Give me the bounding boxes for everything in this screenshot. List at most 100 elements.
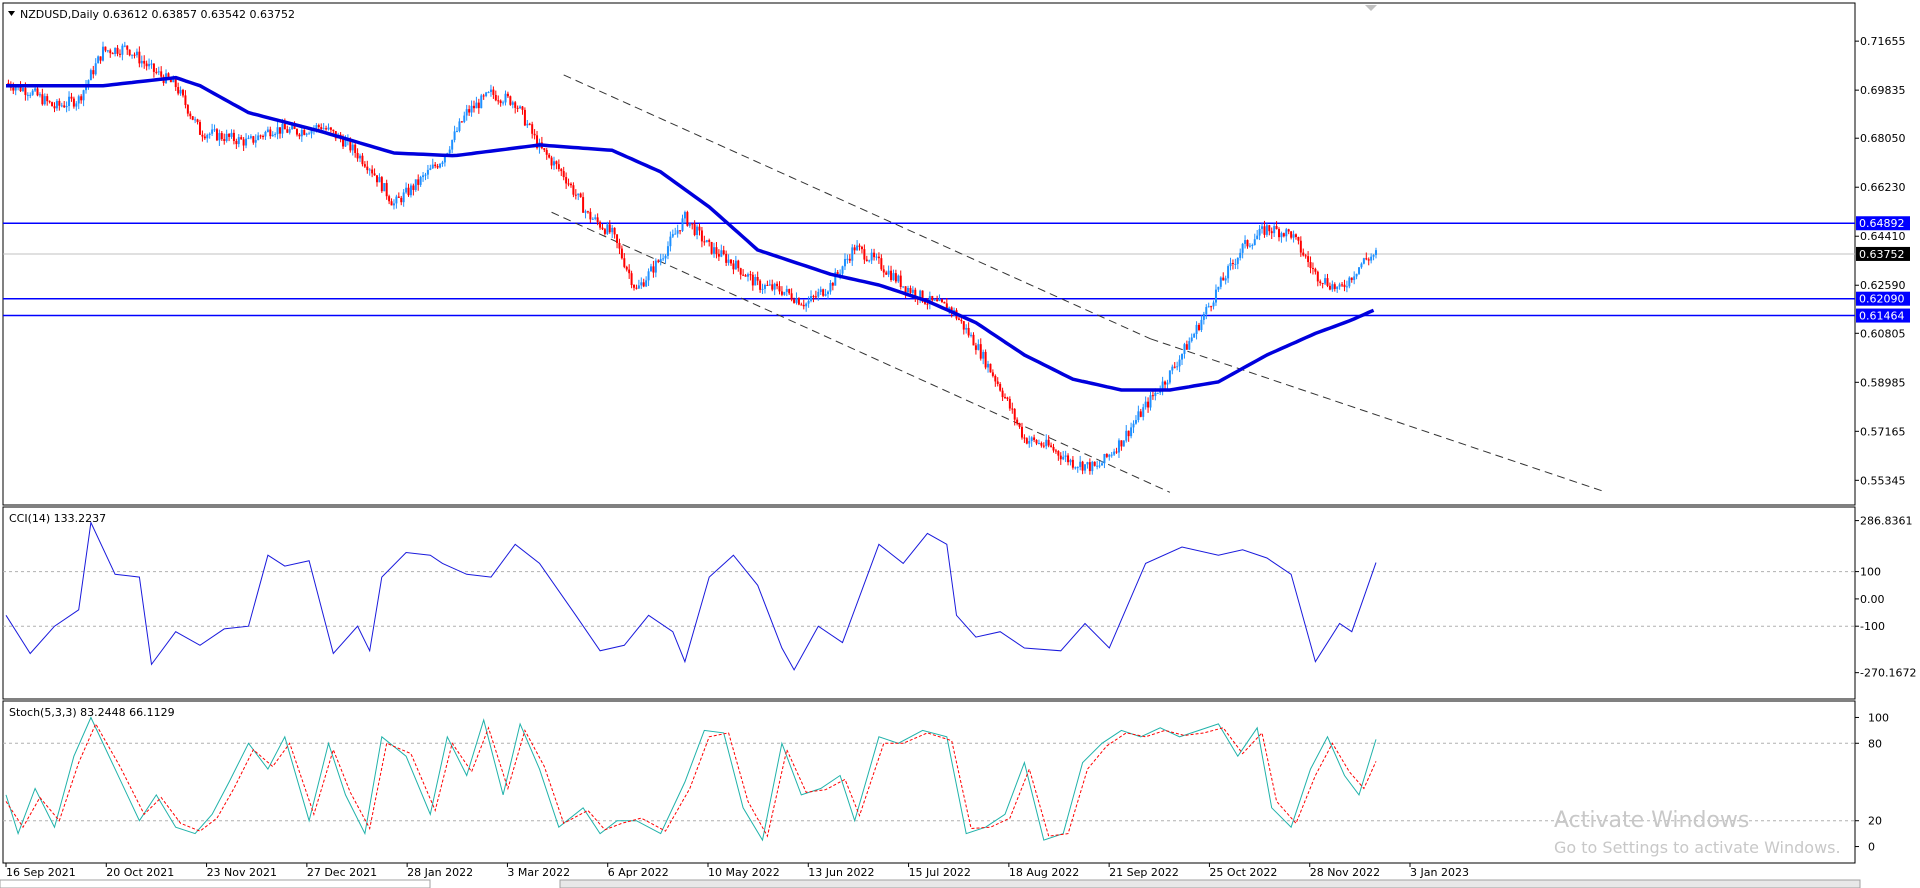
time-tick-label: 23 Nov 2021 <box>207 866 277 879</box>
candle-body <box>911 289 914 293</box>
candle-body <box>938 299 941 302</box>
candle-body <box>1103 454 1106 464</box>
candle-body <box>596 217 599 222</box>
candle-body <box>666 246 669 256</box>
candle-body <box>950 307 953 312</box>
level-price-label: 0.62090 <box>1859 293 1905 306</box>
candle-body <box>1236 257 1239 264</box>
candle-body <box>693 224 696 235</box>
candle-body <box>174 78 177 88</box>
candle-body <box>1016 419 1019 424</box>
candle-body <box>1011 408 1014 410</box>
stoch-pane-frame[interactable] <box>2 700 1856 864</box>
candle-body <box>1045 439 1048 447</box>
time-tick-label: 15 Jul 2022 <box>909 866 971 879</box>
candle-body <box>1353 276 1356 281</box>
candle-body <box>553 161 555 166</box>
candle-body <box>72 98 75 107</box>
candle-body <box>460 121 463 123</box>
time-tick-label: 6 Apr 2022 <box>608 866 669 879</box>
candle-body <box>773 283 776 290</box>
time-tick-label: 27 Dec 2021 <box>307 866 377 879</box>
candle-body <box>897 275 900 282</box>
candle-body <box>494 94 497 101</box>
candle-body <box>245 138 248 146</box>
candle-body <box>633 285 636 288</box>
candle-body <box>82 90 85 101</box>
stoch-main-line <box>5 716 1377 842</box>
menu-triangle-icon[interactable] <box>8 11 15 16</box>
candle-body <box>322 128 325 130</box>
candle-body <box>1086 462 1089 465</box>
candle-body <box>1171 366 1174 371</box>
candle-body <box>749 274 752 276</box>
candle-body <box>1265 225 1268 235</box>
candle-body <box>523 109 526 126</box>
time-axis: 16 Sep 2021 20 Oct 2021 23 Nov 2021 27 Dec … <box>5 863 1469 879</box>
candle-body <box>637 285 640 289</box>
candle-body <box>169 78 172 83</box>
candle-body <box>943 301 946 304</box>
candle-body <box>274 134 277 136</box>
candle-body <box>1345 286 1348 288</box>
candle-body <box>206 134 209 139</box>
candle-body <box>1328 285 1331 290</box>
candle-body <box>620 248 623 259</box>
candle-body <box>160 71 163 77</box>
candle-body <box>1047 439 1050 446</box>
candle-body <box>1084 464 1087 471</box>
candle-body <box>843 259 846 267</box>
candle-body <box>679 230 682 232</box>
candle-body <box>671 234 674 237</box>
candle-body <box>1285 229 1288 237</box>
candle-body <box>589 211 592 220</box>
candle-body <box>1190 337 1193 342</box>
candle-body <box>354 144 357 153</box>
candle-body <box>962 321 965 330</box>
candle-body <box>720 250 723 257</box>
stoch-pane-title: Stoch(5,3,3) 83.2448 66.1129 <box>9 706 175 719</box>
candle-body <box>106 50 109 52</box>
candle-body <box>363 164 366 167</box>
candle-body <box>802 304 805 307</box>
candle-body <box>465 109 468 116</box>
candle-body <box>1253 239 1256 245</box>
candle-body <box>625 266 628 270</box>
cci-pane-frame[interactable] <box>2 506 1856 700</box>
candle-body <box>308 133 311 135</box>
candle-body <box>1168 370 1171 383</box>
candle-body <box>521 106 524 110</box>
candle-body <box>807 300 810 304</box>
shift-marker-icon[interactable] <box>1365 5 1377 11</box>
candle-body <box>647 271 650 281</box>
candle-body <box>1166 382 1169 385</box>
candle-body <box>281 123 284 134</box>
candle-body <box>730 259 733 264</box>
candle-body <box>298 134 301 137</box>
candle-body <box>1304 255 1307 257</box>
candle-body <box>126 45 129 50</box>
time-tick-label: 16 Sep 2021 <box>6 866 76 879</box>
candle-body <box>41 94 44 105</box>
candle-body <box>325 128 328 130</box>
candle-body <box>29 94 32 96</box>
candle-body <box>1207 306 1210 308</box>
candle-body <box>431 164 434 169</box>
candle-body <box>628 269 631 274</box>
candle-body <box>140 60 143 64</box>
candle-body <box>55 100 58 109</box>
current-price-box <box>1856 246 1910 261</box>
time-scrollbar[interactable] <box>559 879 1861 888</box>
candle-body <box>987 363 990 368</box>
candle-body <box>1197 324 1200 330</box>
candle-body <box>756 276 759 281</box>
candle-body <box>422 175 425 178</box>
candle-body <box>812 296 815 298</box>
candle-body <box>899 275 902 288</box>
cci-tick-label: 0.00 <box>1860 593 1885 606</box>
candle-body <box>744 275 747 277</box>
time-scrollbar-left[interactable] <box>0 879 431 888</box>
candle-body <box>1050 445 1053 447</box>
candle-body <box>543 148 546 150</box>
